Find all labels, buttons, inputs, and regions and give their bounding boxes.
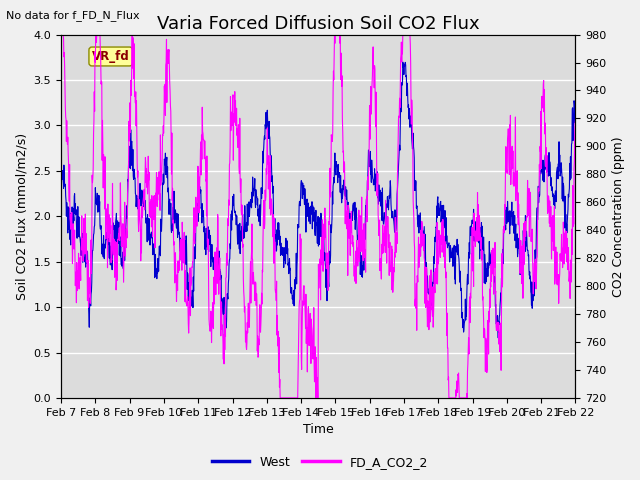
- Legend: West, FD_A_CO2_2: West, FD_A_CO2_2: [207, 451, 433, 474]
- Text: VR_fd: VR_fd: [92, 50, 130, 63]
- Text: No data for f_FD_N_Flux: No data for f_FD_N_Flux: [6, 10, 140, 21]
- Y-axis label: CO2 Concentration (ppm): CO2 Concentration (ppm): [612, 136, 625, 297]
- X-axis label: Time: Time: [303, 423, 333, 436]
- Title: Varia Forced Diffusion Soil CO2 Flux: Varia Forced Diffusion Soil CO2 Flux: [157, 15, 479, 33]
- Y-axis label: Soil CO2 Flux (mmol/m2/s): Soil CO2 Flux (mmol/m2/s): [15, 132, 28, 300]
